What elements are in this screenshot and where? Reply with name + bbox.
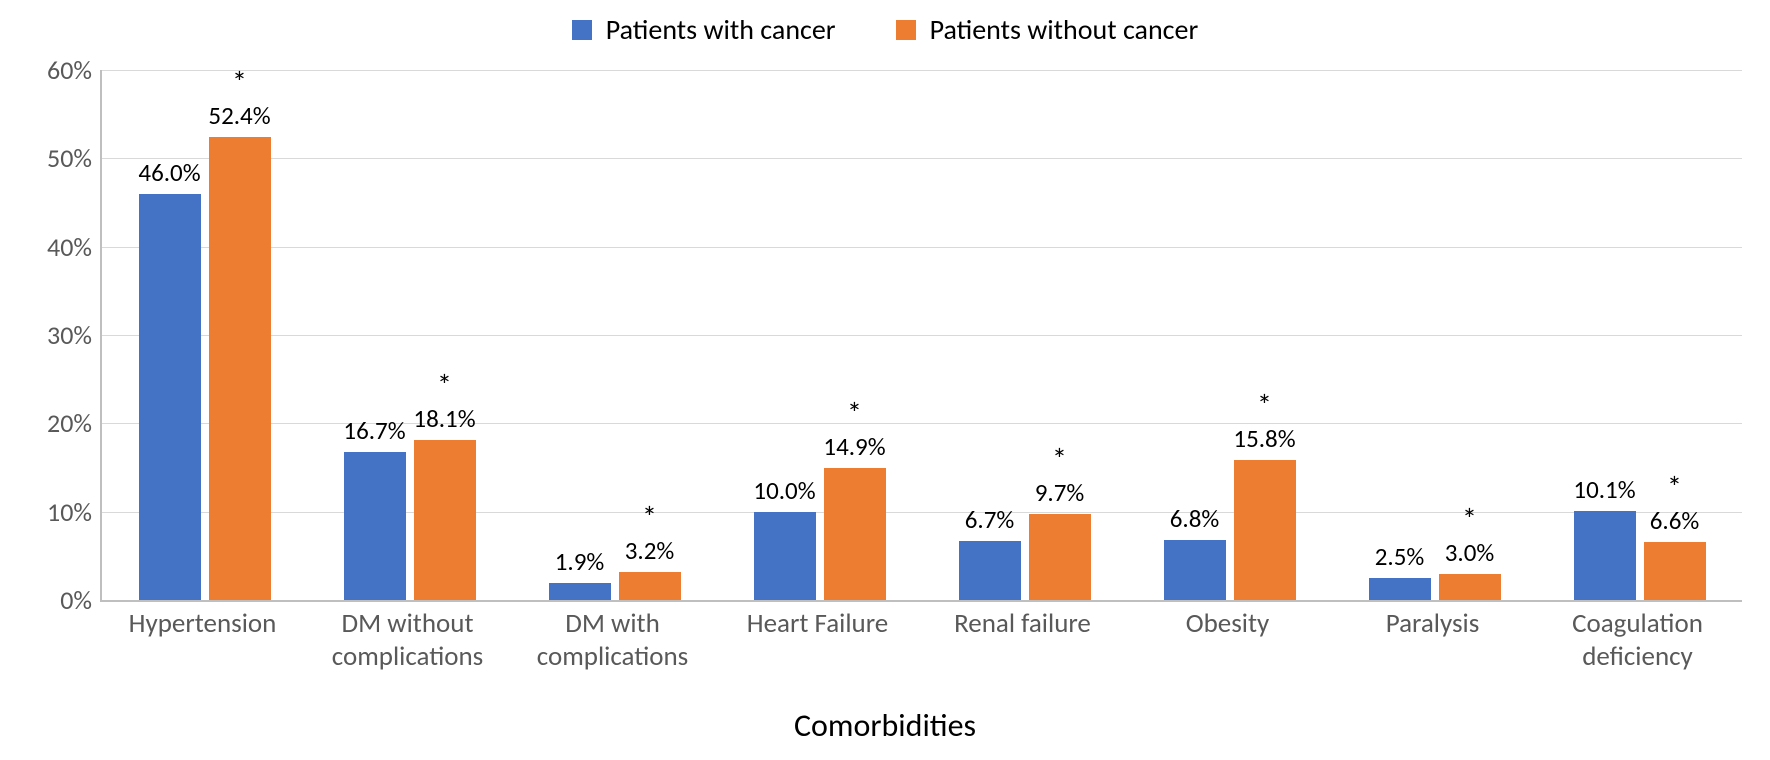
bar-value-label: 52.4%: [208, 100, 270, 131]
plot-area: 46.0%52.4%*16.7%18.1%*1.9%3.2%*10.0%14.9…: [100, 70, 1742, 602]
bar-value-label: 3.0%: [1445, 537, 1495, 568]
y-tick-label: 0%: [6, 584, 92, 616]
bar-value-label: 14.9%: [823, 431, 885, 462]
bar-without: [619, 572, 681, 600]
bar-value-label: 6.7%: [965, 504, 1015, 535]
bar-value-label: 3.2%: [625, 535, 675, 566]
bar-without: [1234, 460, 1296, 600]
bar-without: [1644, 542, 1706, 600]
bar-group: 46.0%52.4%*: [102, 70, 307, 600]
significance-marker: *: [1667, 469, 1682, 506]
bar-value-label: 18.1%: [413, 403, 475, 434]
y-tick-label: 60%: [6, 54, 92, 86]
x-axis-title: Comorbidities: [0, 706, 1770, 745]
bar-value-label: 6.6%: [1650, 505, 1700, 536]
y-tick-label: 50%: [6, 142, 92, 174]
legend: Patients with cancer Patients without ca…: [0, 12, 1770, 47]
x-category-label: Hypertension: [129, 608, 277, 641]
bar-without: [414, 440, 476, 600]
bar-value-label: 16.7%: [343, 415, 405, 446]
significance-marker: *: [437, 367, 452, 404]
bar-group: 1.9% 3.2%*: [512, 70, 717, 600]
y-tick-label: 20%: [6, 407, 92, 439]
bar-group: 6.7% 9.7%*: [922, 70, 1127, 600]
bar-with: [754, 512, 816, 600]
bar-group: 16.7% 18.1%*: [307, 70, 512, 600]
x-axis-category-labels: Hypertension DM without complications DM w…: [100, 608, 1740, 688]
x-category-label: Coagulation deficiency: [1572, 608, 1703, 674]
bar-value-label: 1.9%: [555, 546, 605, 577]
significance-marker: *: [1052, 441, 1067, 478]
significance-marker: *: [232, 64, 247, 101]
bar-group: 6.8% 15.8%*: [1127, 70, 1332, 600]
bar-with: [959, 541, 1021, 600]
legend-swatch-with-cancer: [572, 20, 592, 40]
y-tick-label: 40%: [6, 231, 92, 263]
bar-with: [1574, 511, 1636, 600]
x-category-label: Paralysis: [1386, 608, 1480, 641]
significance-marker: *: [847, 395, 862, 432]
bar-group: 2.5% 3.0%*: [1332, 70, 1537, 600]
bar-value-label: 9.7%: [1035, 477, 1085, 508]
bar-with: [1164, 540, 1226, 600]
significance-marker: *: [1257, 387, 1272, 424]
bar-value-label: 10.1%: [1573, 474, 1635, 505]
legend-swatch-without-cancer: [896, 20, 916, 40]
bar-value-label: 10.0%: [753, 475, 815, 506]
comorbidities-bar-chart: Patients with cancer Patients without ca…: [0, 0, 1770, 760]
bar-value-label: 15.8%: [1233, 423, 1295, 454]
x-category-label: DM with complications: [537, 608, 688, 674]
bar-group: 10.0% 14.9%*: [717, 70, 922, 600]
bar-without: [1029, 514, 1091, 600]
x-category-label: Renal failure: [954, 608, 1091, 641]
bar-with: [1369, 578, 1431, 600]
bar-value-label: 2.5%: [1375, 541, 1425, 572]
x-category-label: DM without complications: [332, 608, 483, 674]
x-category-label: Obesity: [1186, 608, 1270, 641]
legend-label-without-cancer: Patients without cancer: [930, 12, 1199, 47]
x-category-label: Heart Failure: [747, 608, 888, 641]
legend-item-without-cancer: Patients without cancer: [896, 12, 1199, 47]
bar-group: 10.1% 6.6%*: [1537, 70, 1742, 600]
bar-with: [549, 583, 611, 600]
bar-without: [1439, 574, 1501, 601]
bar-without: [209, 137, 271, 600]
bar-with: [139, 194, 201, 600]
legend-label-with-cancer: Patients with cancer: [606, 12, 836, 47]
y-tick-label: 10%: [6, 496, 92, 528]
bar-value-label: 6.8%: [1170, 503, 1220, 534]
significance-marker: *: [642, 499, 657, 536]
y-tick-label: 30%: [6, 319, 92, 351]
bar-with: [344, 452, 406, 600]
legend-item-with-cancer: Patients with cancer: [572, 12, 836, 47]
bar-value-label: 46.0%: [138, 157, 200, 188]
significance-marker: *: [1462, 501, 1477, 538]
bar-without: [824, 468, 886, 600]
